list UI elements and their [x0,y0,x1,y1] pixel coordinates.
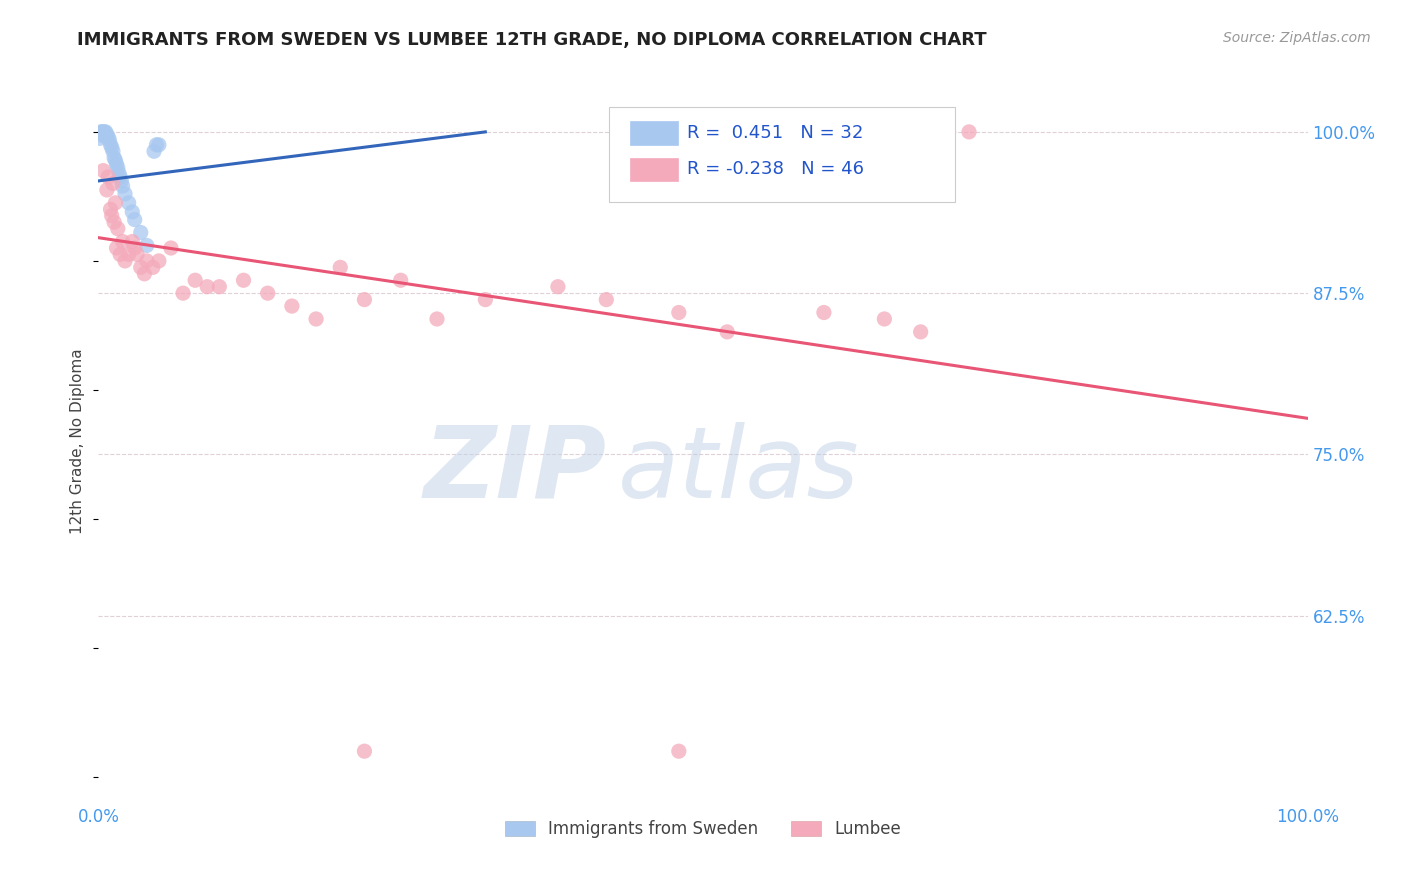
Point [124,241,146,255]
Point [103,151,125,165]
Legend: Immigrants from Sweden, Lumbee: Immigrants from Sweden, Lumbee [498,814,908,845]
Point [98,133,121,147]
Point [353,744,375,758]
Point [127,247,149,261]
Point [114,186,136,201]
Text: atlas: atlas [619,422,860,519]
Point [105,157,128,171]
Point [100,140,122,154]
Point [96,128,118,142]
Point [232,273,254,287]
Point [426,312,449,326]
Point [114,253,136,268]
Point [143,145,166,159]
Text: R =  0.451   N = 32: R = 0.451 N = 32 [688,124,863,142]
Point [148,253,170,268]
Point [100,202,122,217]
Point [716,325,738,339]
Point [172,286,194,301]
Point [353,293,375,307]
Point [91,163,114,178]
Point [111,235,134,249]
Text: R = -0.238   N = 46: R = -0.238 N = 46 [688,161,865,178]
Y-axis label: 12th Grade, No Diploma: 12th Grade, No Diploma [70,349,86,534]
Point [108,166,131,180]
Point [96,183,118,197]
Point [281,299,304,313]
Point [148,137,170,152]
FancyBboxPatch shape [630,158,678,181]
FancyBboxPatch shape [609,107,955,202]
Point [103,215,125,229]
Text: IMMIGRANTS FROM SWEDEN VS LUMBEE 12TH GRADE, NO DIPLOMA CORRELATION CHART: IMMIGRANTS FROM SWEDEN VS LUMBEE 12TH GR… [77,31,987,49]
Point [329,260,352,275]
Point [135,253,157,268]
Point [208,279,231,293]
Point [668,744,690,758]
Point [97,130,120,145]
Point [101,145,124,159]
Point [101,177,124,191]
Point [668,305,690,319]
Point [195,279,218,293]
Point [90,125,112,139]
Point [107,161,129,175]
Point [129,226,152,240]
Point [108,169,131,184]
Text: ZIP: ZIP [423,422,606,519]
Point [97,169,120,184]
Point [91,128,114,143]
Point [100,137,122,152]
Point [118,195,141,210]
Point [104,195,127,210]
Point [89,131,111,145]
Point [160,241,183,255]
Point [873,312,896,326]
Text: Source: ZipAtlas.com: Source: ZipAtlas.com [1223,31,1371,45]
Point [595,293,617,307]
Point [105,241,128,255]
Point [91,125,114,139]
Point [91,125,114,139]
Point [547,279,569,293]
Point [474,293,496,307]
Point [121,235,143,249]
Point [100,209,122,223]
Point [118,247,141,261]
Point [184,273,207,287]
Point [124,212,146,227]
Point [111,179,134,194]
Point [107,221,129,235]
Point [142,260,165,275]
Point [129,260,152,275]
Point [93,125,115,139]
Point [104,153,127,168]
Point [108,247,131,261]
Point [813,305,835,319]
Point [110,174,132,188]
Point [94,125,117,139]
Point [93,128,115,142]
Point [957,125,980,139]
Point [256,286,278,301]
Point [910,325,932,339]
Point [121,205,143,219]
Point [94,128,117,143]
Point [135,238,157,252]
Point [145,137,167,152]
Point [389,273,412,287]
Point [134,267,156,281]
FancyBboxPatch shape [630,121,678,145]
Point [305,312,328,326]
